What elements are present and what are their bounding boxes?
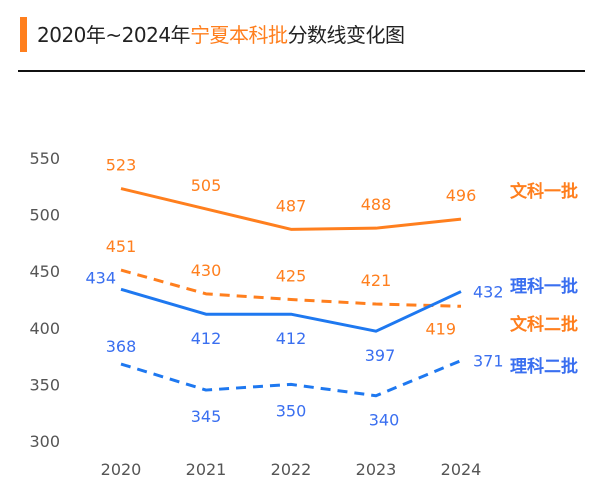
series-line-2: [120, 268, 462, 308]
data-label: 505: [191, 176, 222, 195]
data-label: 350: [276, 401, 307, 420]
data-label: 419: [425, 319, 456, 338]
title-accent-bar: [20, 17, 27, 52]
data-label: 523: [106, 156, 137, 175]
data-label: 425: [276, 267, 307, 286]
data-label: 432: [473, 283, 504, 302]
y-tick-label: 300: [29, 432, 60, 451]
series-name-label: 文科二批: [510, 314, 578, 335]
x-tick-label: 2024: [441, 460, 482, 479]
series-line-4: [120, 359, 462, 398]
title-prefix: 2020年~2024年: [37, 23, 191, 47]
title-divider: [18, 70, 585, 72]
data-label: 421: [361, 271, 392, 290]
series-name-label: 文科一批: [510, 181, 578, 202]
x-tick-label: 2021: [186, 460, 227, 479]
data-label: 340: [369, 411, 400, 430]
data-label: 430: [191, 261, 222, 280]
y-tick-label: 550: [29, 149, 60, 168]
series-name-label: 理科一批: [510, 276, 578, 297]
data-label: 412: [276, 329, 307, 348]
data-label: 371: [473, 352, 504, 371]
data-label: 488: [361, 195, 392, 214]
data-label: 496: [446, 186, 477, 205]
series-name-label: 理科二批: [510, 356, 578, 377]
data-label: 434: [85, 268, 116, 287]
title-highlight: 宁夏本科批: [190, 23, 288, 47]
y-tick-label: 450: [29, 262, 60, 281]
y-tick-label: 400: [29, 319, 60, 338]
data-label: 368: [106, 337, 137, 356]
y-tick-label: 500: [29, 206, 60, 225]
y-tick-label: 350: [29, 375, 60, 394]
series-line-3: [120, 287, 462, 333]
data-label: 487: [276, 196, 307, 215]
series-line-1: [120, 187, 462, 231]
page-title: 2020年~2024年宁夏本科批分数线变化图: [37, 19, 405, 48]
x-tick-label: 2023: [356, 460, 397, 479]
data-label: 345: [191, 407, 222, 426]
x-tick-label: 2022: [271, 460, 312, 479]
data-label: 451: [106, 237, 137, 256]
data-label: 412: [191, 329, 222, 348]
title-suffix: 分数线变化图: [287, 23, 406, 47]
x-tick-label: 2020: [101, 460, 142, 479]
data-label: 397: [365, 346, 396, 365]
